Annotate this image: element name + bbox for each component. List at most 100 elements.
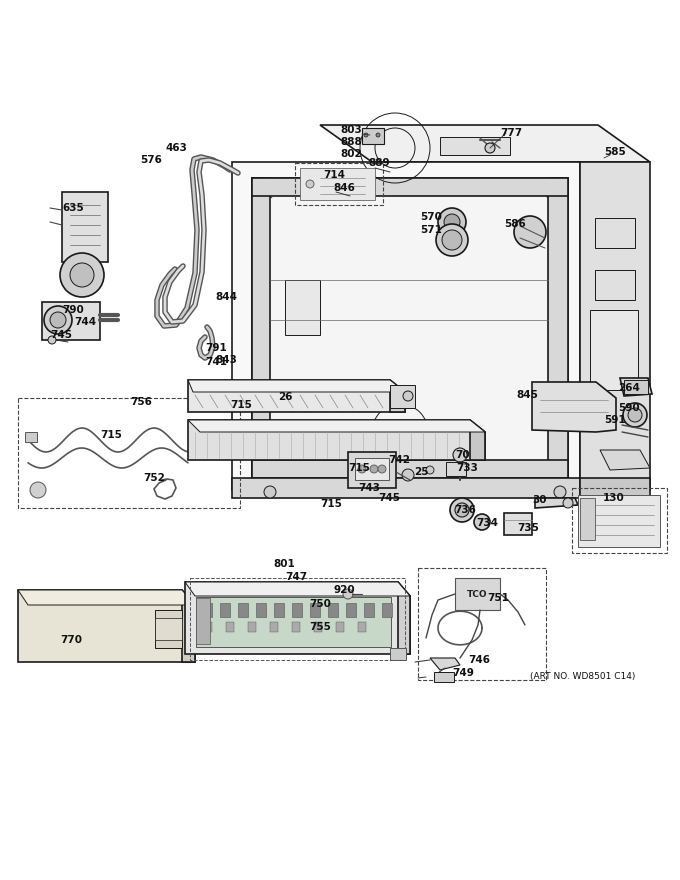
- Text: 733: 733: [456, 463, 478, 473]
- Text: 846: 846: [333, 183, 355, 193]
- Text: 747: 747: [285, 572, 307, 582]
- Text: 751: 751: [487, 593, 509, 603]
- Bar: [358, 622, 366, 632]
- Circle shape: [485, 143, 495, 153]
- Polygon shape: [232, 478, 580, 498]
- Bar: [595, 218, 635, 248]
- Bar: [434, 672, 454, 682]
- Polygon shape: [252, 460, 568, 478]
- Polygon shape: [580, 478, 650, 498]
- Text: 264: 264: [618, 383, 640, 393]
- Circle shape: [48, 336, 56, 344]
- Bar: [295, 163, 383, 205]
- Circle shape: [563, 498, 573, 508]
- Text: 734: 734: [476, 518, 498, 528]
- Text: 715: 715: [100, 430, 122, 440]
- Circle shape: [623, 403, 647, 427]
- Text: TCO: TCO: [466, 590, 488, 598]
- Text: 745: 745: [378, 493, 400, 503]
- Bar: [220, 603, 230, 617]
- Text: 844: 844: [215, 292, 237, 302]
- Bar: [418, 568, 546, 680]
- Circle shape: [450, 498, 474, 522]
- Polygon shape: [185, 582, 410, 596]
- Bar: [446, 462, 466, 476]
- Circle shape: [444, 214, 460, 230]
- Text: 803: 803: [340, 125, 362, 135]
- Polygon shape: [470, 420, 485, 460]
- Text: 770: 770: [60, 635, 82, 645]
- Circle shape: [376, 133, 380, 137]
- Polygon shape: [600, 450, 650, 470]
- Bar: [595, 322, 635, 352]
- Polygon shape: [390, 385, 415, 408]
- Text: 571: 571: [420, 225, 442, 235]
- Bar: [328, 603, 338, 617]
- Polygon shape: [268, 192, 552, 465]
- Circle shape: [364, 133, 368, 137]
- Polygon shape: [535, 498, 578, 508]
- Polygon shape: [185, 582, 410, 654]
- Text: 591: 591: [604, 415, 626, 425]
- Circle shape: [402, 469, 414, 481]
- Bar: [196, 598, 210, 644]
- Bar: [382, 603, 392, 617]
- Text: 742: 742: [388, 455, 410, 465]
- Circle shape: [70, 263, 94, 287]
- Bar: [226, 622, 234, 632]
- Text: 570: 570: [420, 212, 442, 222]
- Polygon shape: [182, 590, 195, 662]
- Text: 30: 30: [532, 495, 547, 505]
- Circle shape: [453, 448, 467, 462]
- Text: 845: 845: [516, 390, 538, 400]
- Text: 752: 752: [143, 473, 165, 483]
- Bar: [274, 603, 284, 617]
- Text: 585: 585: [604, 147, 626, 157]
- Bar: [190, 578, 405, 660]
- Polygon shape: [188, 380, 405, 412]
- Circle shape: [343, 589, 353, 599]
- Polygon shape: [18, 590, 195, 605]
- Bar: [336, 622, 344, 632]
- Circle shape: [403, 391, 413, 401]
- Circle shape: [306, 180, 314, 188]
- Bar: [204, 622, 212, 632]
- Text: 802: 802: [340, 149, 362, 159]
- Text: 920: 920: [334, 585, 356, 595]
- Circle shape: [358, 465, 366, 473]
- Text: 130: 130: [603, 493, 625, 503]
- Bar: [572, 488, 667, 553]
- Bar: [256, 603, 266, 617]
- Polygon shape: [188, 380, 405, 392]
- Bar: [292, 603, 302, 617]
- Text: 888: 888: [340, 137, 362, 147]
- Bar: [285, 280, 320, 335]
- Circle shape: [438, 208, 466, 236]
- Polygon shape: [62, 192, 108, 262]
- Text: 744: 744: [74, 317, 96, 327]
- Circle shape: [30, 482, 46, 498]
- Text: 749: 749: [452, 668, 474, 678]
- Bar: [455, 578, 500, 610]
- Text: (ART NO. WD8501 C14): (ART NO. WD8501 C14): [530, 671, 635, 680]
- Text: 576: 576: [140, 155, 162, 165]
- Circle shape: [264, 486, 276, 498]
- Polygon shape: [398, 582, 410, 654]
- Text: 70: 70: [455, 450, 470, 460]
- Text: 586: 586: [504, 219, 526, 229]
- Circle shape: [60, 253, 104, 297]
- Circle shape: [426, 466, 434, 474]
- Bar: [314, 622, 322, 632]
- Bar: [310, 603, 320, 617]
- Polygon shape: [188, 420, 485, 432]
- Text: 743: 743: [358, 483, 380, 493]
- Circle shape: [442, 230, 462, 250]
- Text: 843: 843: [215, 355, 237, 365]
- Polygon shape: [155, 610, 182, 648]
- Text: 745: 745: [50, 330, 72, 340]
- Text: 463: 463: [165, 143, 187, 153]
- Text: 790: 790: [62, 305, 84, 315]
- Bar: [355, 458, 389, 480]
- Bar: [595, 270, 635, 300]
- Text: 791: 791: [205, 343, 226, 353]
